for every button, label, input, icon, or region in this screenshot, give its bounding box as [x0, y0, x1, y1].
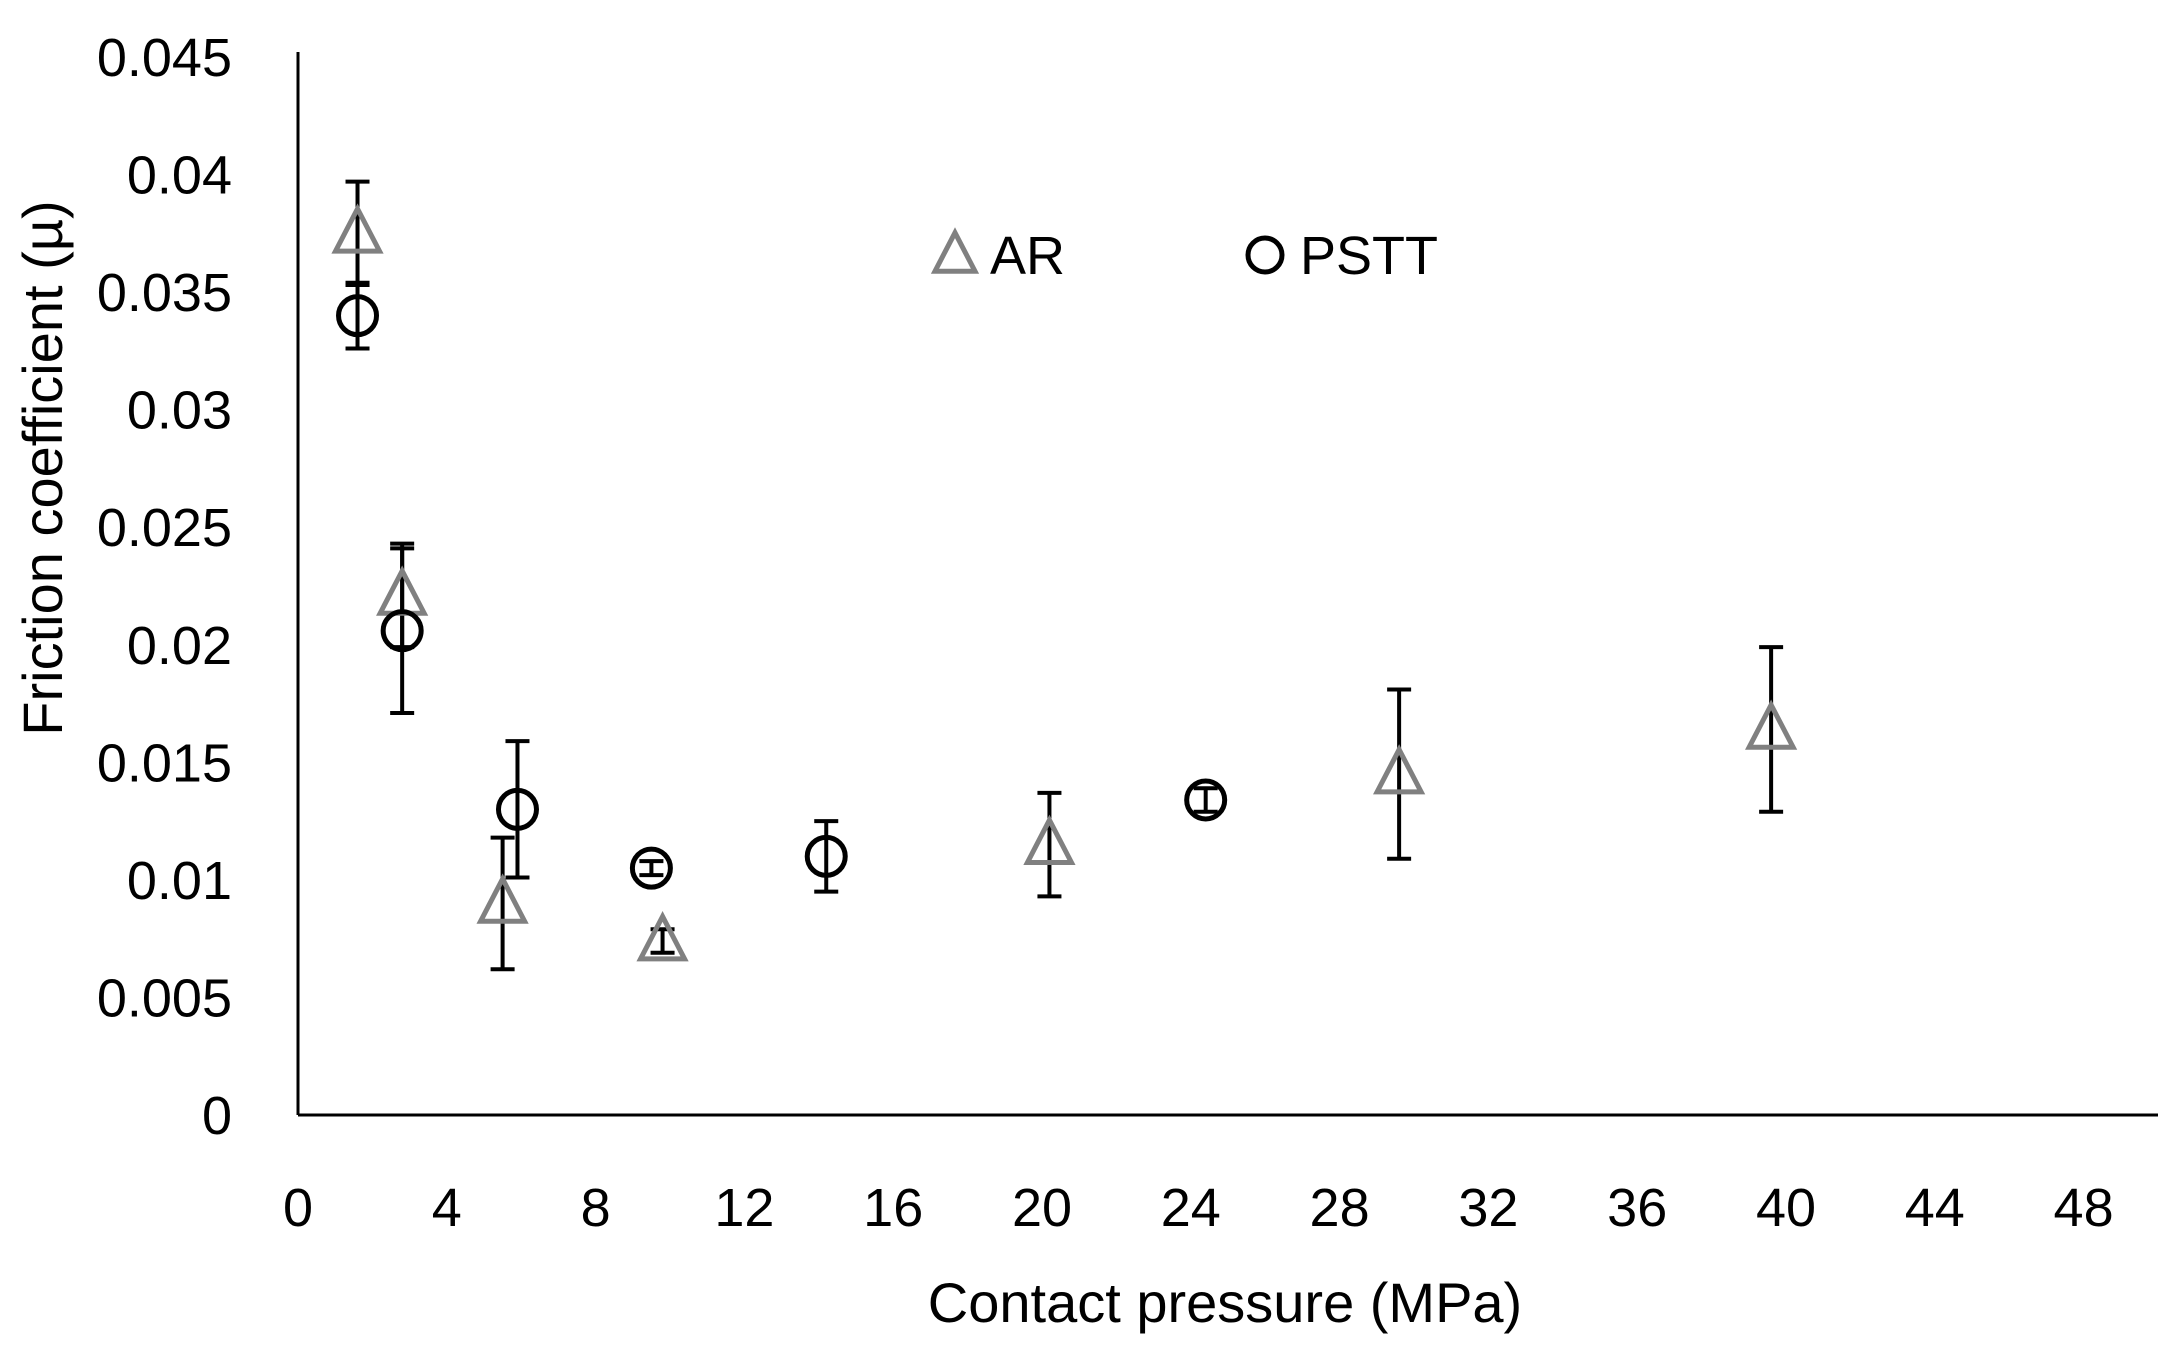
y-axis-title: Friction coefficient (µ): [11, 200, 74, 735]
x-axis-title: Contact pressure (MPa): [928, 1271, 1522, 1334]
legend-item-pstt: PSTT: [1245, 226, 1438, 286]
x-tick-label: 40: [1756, 1178, 1816, 1238]
y-tick-label: 0: [202, 1086, 232, 1146]
pstt-circle-marker: [804, 834, 848, 878]
ar-triangle-marker: [476, 873, 529, 924]
error-bar-ar: [490, 835, 515, 972]
error-bar-ar: [345, 179, 370, 288]
ar-triangle-marker: [1023, 814, 1076, 865]
legend: AR PSTT: [930, 226, 1438, 286]
error-bar-ar: [1037, 790, 1062, 899]
x-tick-label: 4: [432, 1178, 462, 1238]
y-tick-label: 0.045: [97, 28, 232, 88]
y-tick-label: 0.035: [97, 263, 232, 323]
pstt-circle-marker: [629, 846, 673, 890]
x-tick-label: 48: [2054, 1178, 2114, 1238]
error-bar-pstt: [345, 280, 370, 351]
y-tick-label: 0.015: [97, 733, 232, 793]
error-bar-pstt: [505, 739, 530, 880]
legend-circle-icon: [1245, 235, 1285, 275]
x-tick-label: 0: [283, 1178, 313, 1238]
y-tick-label: 0.01: [127, 851, 232, 911]
y-tick-label: 0.02: [127, 616, 232, 676]
legend-item-ar: AR: [930, 226, 1065, 286]
x-tick-label: 28: [1310, 1178, 1370, 1238]
pstt-circle-marker: [336, 294, 380, 338]
error-bar-pstt: [639, 859, 664, 878]
pstt-circle-marker: [380, 609, 424, 653]
ar-triangle-marker: [1373, 744, 1426, 795]
y-tick-label: 0.03: [127, 381, 232, 441]
ar-triangle-marker: [636, 911, 689, 962]
x-tick-label: 16: [863, 1178, 923, 1238]
x-tick-label: 36: [1607, 1178, 1667, 1238]
error-bar-ar: [1387, 687, 1412, 861]
error-bar-pstt: [1193, 786, 1218, 814]
x-tick-label: 32: [1458, 1178, 1518, 1238]
ar-triangle-marker: [1745, 699, 1798, 750]
ar-triangle-marker: [331, 203, 384, 254]
legend-triangle-icon: [930, 227, 980, 274]
error-bar-pstt: [814, 819, 839, 894]
x-tick-label: 24: [1161, 1178, 1221, 1238]
pstt-circle-marker: [1184, 778, 1228, 822]
y-tick-label: 0.005: [97, 968, 232, 1028]
data-points: [331, 203, 1798, 962]
x-tick-label: 8: [581, 1178, 611, 1238]
y-tick-label: 0.04: [127, 146, 232, 206]
x-tick-label: 44: [1905, 1178, 1965, 1238]
pstt-circle-marker: [495, 787, 539, 831]
tick-labels: 0 0.005 0.01 0.015 0.02 0.025 0.03 0.035 0.04 0.0…: [97, 28, 2114, 1238]
error-bar-ar: [1759, 645, 1784, 814]
legend-label: PSTT: [1300, 226, 1438, 286]
legend-label: AR: [990, 226, 1065, 286]
axes: [296, 52, 2158, 1117]
x-tick-label: 20: [1012, 1178, 1072, 1238]
y-tick-label: 0.025: [97, 498, 232, 558]
x-tick-label: 12: [714, 1178, 774, 1238]
